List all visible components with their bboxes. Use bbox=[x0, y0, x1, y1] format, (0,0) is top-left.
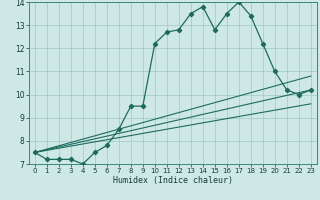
X-axis label: Humidex (Indice chaleur): Humidex (Indice chaleur) bbox=[113, 176, 233, 185]
